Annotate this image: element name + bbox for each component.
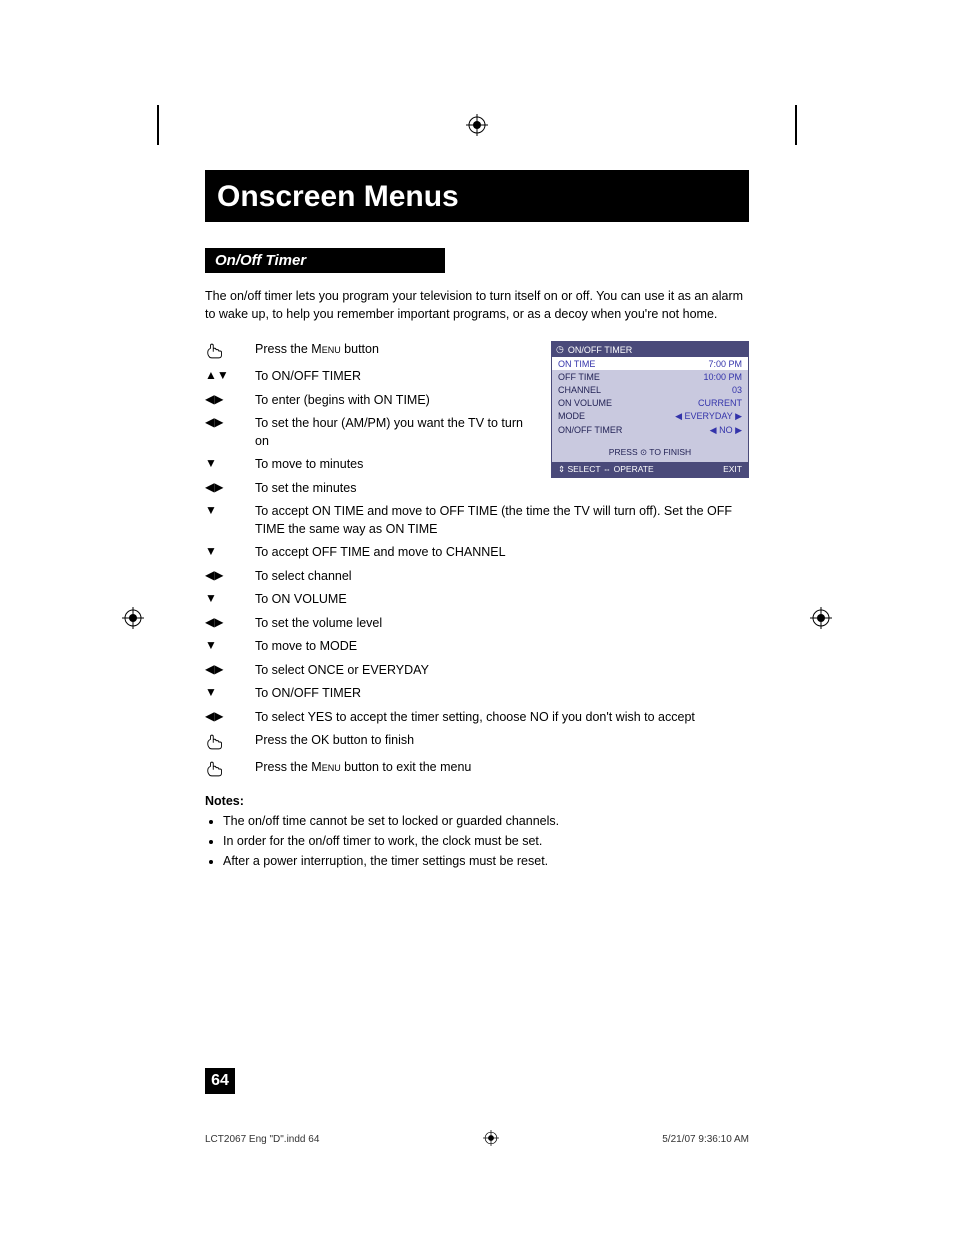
arrow-icon: ▼: [205, 591, 255, 604]
instruction-step: Press the Menu button to exit the menu: [205, 759, 749, 780]
step-text: To move to minutes: [255, 456, 525, 474]
notes-heading: Notes:: [205, 794, 749, 808]
osd-row: MODE◀ EVERYDAY ▶: [552, 409, 748, 423]
step-text: To ON/OFF TIMER: [255, 368, 525, 386]
osd-panel: ◷ ON/OFF TIMER ON TIME7:00 PMOFF TIME10:…: [551, 341, 749, 478]
step-text: To set the hour (AM/PM) you want the TV …: [255, 415, 525, 450]
instruction-step: ▼To ON/OFF TIMER: [205, 685, 749, 703]
instruction-step: ▼To accept ON TIME and move to OFF TIME …: [205, 503, 749, 538]
arrow-icon: ▼: [205, 544, 255, 557]
hand-icon: [205, 759, 255, 780]
arrow-icon: ◀▶: [205, 392, 255, 405]
step-text: Press the Menu button: [255, 341, 525, 359]
osd-foot-right: EXIT: [723, 464, 742, 475]
osd-row: ON TIME7:00 PM: [552, 357, 748, 370]
step-text: To ON VOLUME: [255, 591, 749, 609]
instruction-step: ◀▶To select YES to accept the timer sett…: [205, 709, 749, 727]
arrow-icon: ◀▶: [205, 415, 255, 428]
arrow-icon: ◀▶: [205, 709, 255, 722]
step-text: To select channel: [255, 568, 749, 586]
instruction-step: ◀▶To select channel: [205, 568, 749, 586]
registration-mark-icon: [480, 1134, 502, 1145]
step-text: To accept ON TIME and move to OFF TIME (…: [255, 503, 749, 538]
arrow-icon: ◀▶: [205, 662, 255, 675]
arrow-icon: ▼: [205, 638, 255, 651]
note-item: In order for the on/off timer to work, t…: [223, 834, 749, 848]
instruction-step: ◀▶To set the minutes: [205, 480, 749, 498]
arrow-icon: ◀▶: [205, 568, 255, 581]
instruction-step: ▼To move to MODE: [205, 638, 749, 656]
arrow-icon: ▼: [205, 456, 255, 469]
instruction-step: ◀▶To select ONCE or EVERYDAY: [205, 662, 749, 680]
arrow-icon: ▼: [205, 503, 255, 516]
arrow-icon: ▲▼: [205, 368, 255, 381]
osd-foot-left: ⇕ SELECT ⇔ OPERATE: [558, 464, 654, 475]
osd-row: OFF TIME10:00 PM: [552, 370, 748, 383]
step-text: To ON/OFF TIMER: [255, 685, 749, 703]
step-text: To move to MODE: [255, 638, 749, 656]
osd-title-text: ON/OFF TIMER: [568, 345, 632, 355]
osd-row: ON/OFF TIMER◀ NO ▶: [552, 423, 748, 437]
step-text: Press the OK button to finish: [255, 732, 749, 750]
step-text: Press the Menu button to exit the menu: [255, 759, 749, 777]
instruction-step: ▼To ON VOLUME: [205, 591, 749, 609]
arrow-icon: ◀▶: [205, 480, 255, 493]
hand-icon: [205, 732, 255, 753]
osd-row: ON VOLUMECURRENT: [552, 396, 748, 409]
page-number: 64: [205, 1068, 235, 1094]
intro-text: The on/off timer lets you program your t…: [205, 287, 749, 323]
step-text: To enter (begins with ON TIME): [255, 392, 525, 410]
instruction-step: Press the OK button to finish: [205, 732, 749, 753]
note-item: The on/off time cannot be set to locked …: [223, 814, 749, 828]
step-text: To set the volume level: [255, 615, 749, 633]
note-item: After a power interruption, the timer se…: [223, 854, 749, 868]
step-text: To set the minutes: [255, 480, 525, 498]
step-text: To select YES to accept the timer settin…: [255, 709, 749, 727]
footer-filename: LCT2067 Eng "D".indd 64: [205, 1134, 319, 1145]
hand-icon: [205, 341, 255, 362]
clock-icon: ◷: [556, 344, 564, 355]
osd-hint: PRESS ⊙ TO FINISH: [552, 437, 748, 462]
osd-row: CHANNEL03: [552, 383, 748, 396]
arrow-icon: ▼: [205, 685, 255, 698]
step-text: To accept OFF TIME and move to CHANNEL: [255, 544, 749, 562]
step-text: To select ONCE or EVERYDAY: [255, 662, 749, 680]
footer-timestamp: 5/21/07 9:36:10 AM: [662, 1134, 749, 1145]
page-title: Onscreen Menus: [205, 170, 749, 222]
arrow-icon: ◀▶: [205, 615, 255, 628]
instruction-step: ◀▶To set the volume level: [205, 615, 749, 633]
osd-title: ◷ ON/OFF TIMER: [552, 342, 748, 357]
instruction-step: ▼To accept OFF TIME and move to CHANNEL: [205, 544, 749, 562]
section-heading: On/Off Timer: [205, 248, 445, 273]
